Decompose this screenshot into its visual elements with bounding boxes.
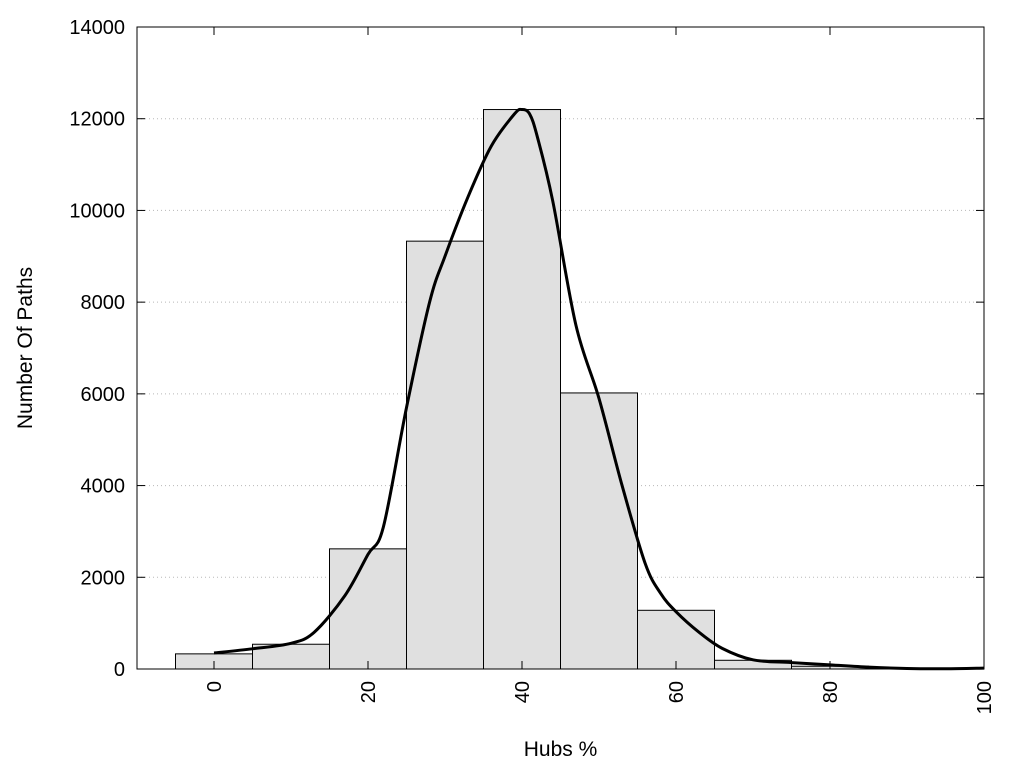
x-tick-label-100: 100: [974, 681, 996, 714]
x-tick-label-0: 0: [204, 681, 226, 692]
x-tick-label-80: 80: [820, 681, 842, 703]
y-tick-label-14000: 14000: [69, 17, 125, 39]
bar-40: [484, 110, 561, 669]
x-axis-title: Hubs %: [524, 738, 598, 761]
x-tick-label-20: 20: [358, 681, 380, 703]
y-tick-label-10000: 10000: [69, 200, 125, 222]
y-tick-label-0: 0: [114, 659, 125, 681]
y-tick-label-6000: 6000: [81, 384, 126, 406]
y-tick-label-8000: 8000: [81, 292, 126, 314]
x-tick-label-40: 40: [512, 681, 534, 703]
y-tick-label-2000: 2000: [81, 567, 126, 589]
bar-20: [330, 549, 407, 669]
bar-60: [638, 610, 715, 669]
bar-50: [561, 393, 638, 669]
x-tick-label-60: 60: [666, 681, 688, 703]
histogram-bars: [176, 110, 985, 669]
y-tick-label-4000: 4000: [81, 476, 126, 498]
y-axis-title: Number Of Paths: [14, 267, 37, 429]
y-tick-label-12000: 12000: [69, 109, 125, 131]
bar-30: [407, 241, 484, 669]
